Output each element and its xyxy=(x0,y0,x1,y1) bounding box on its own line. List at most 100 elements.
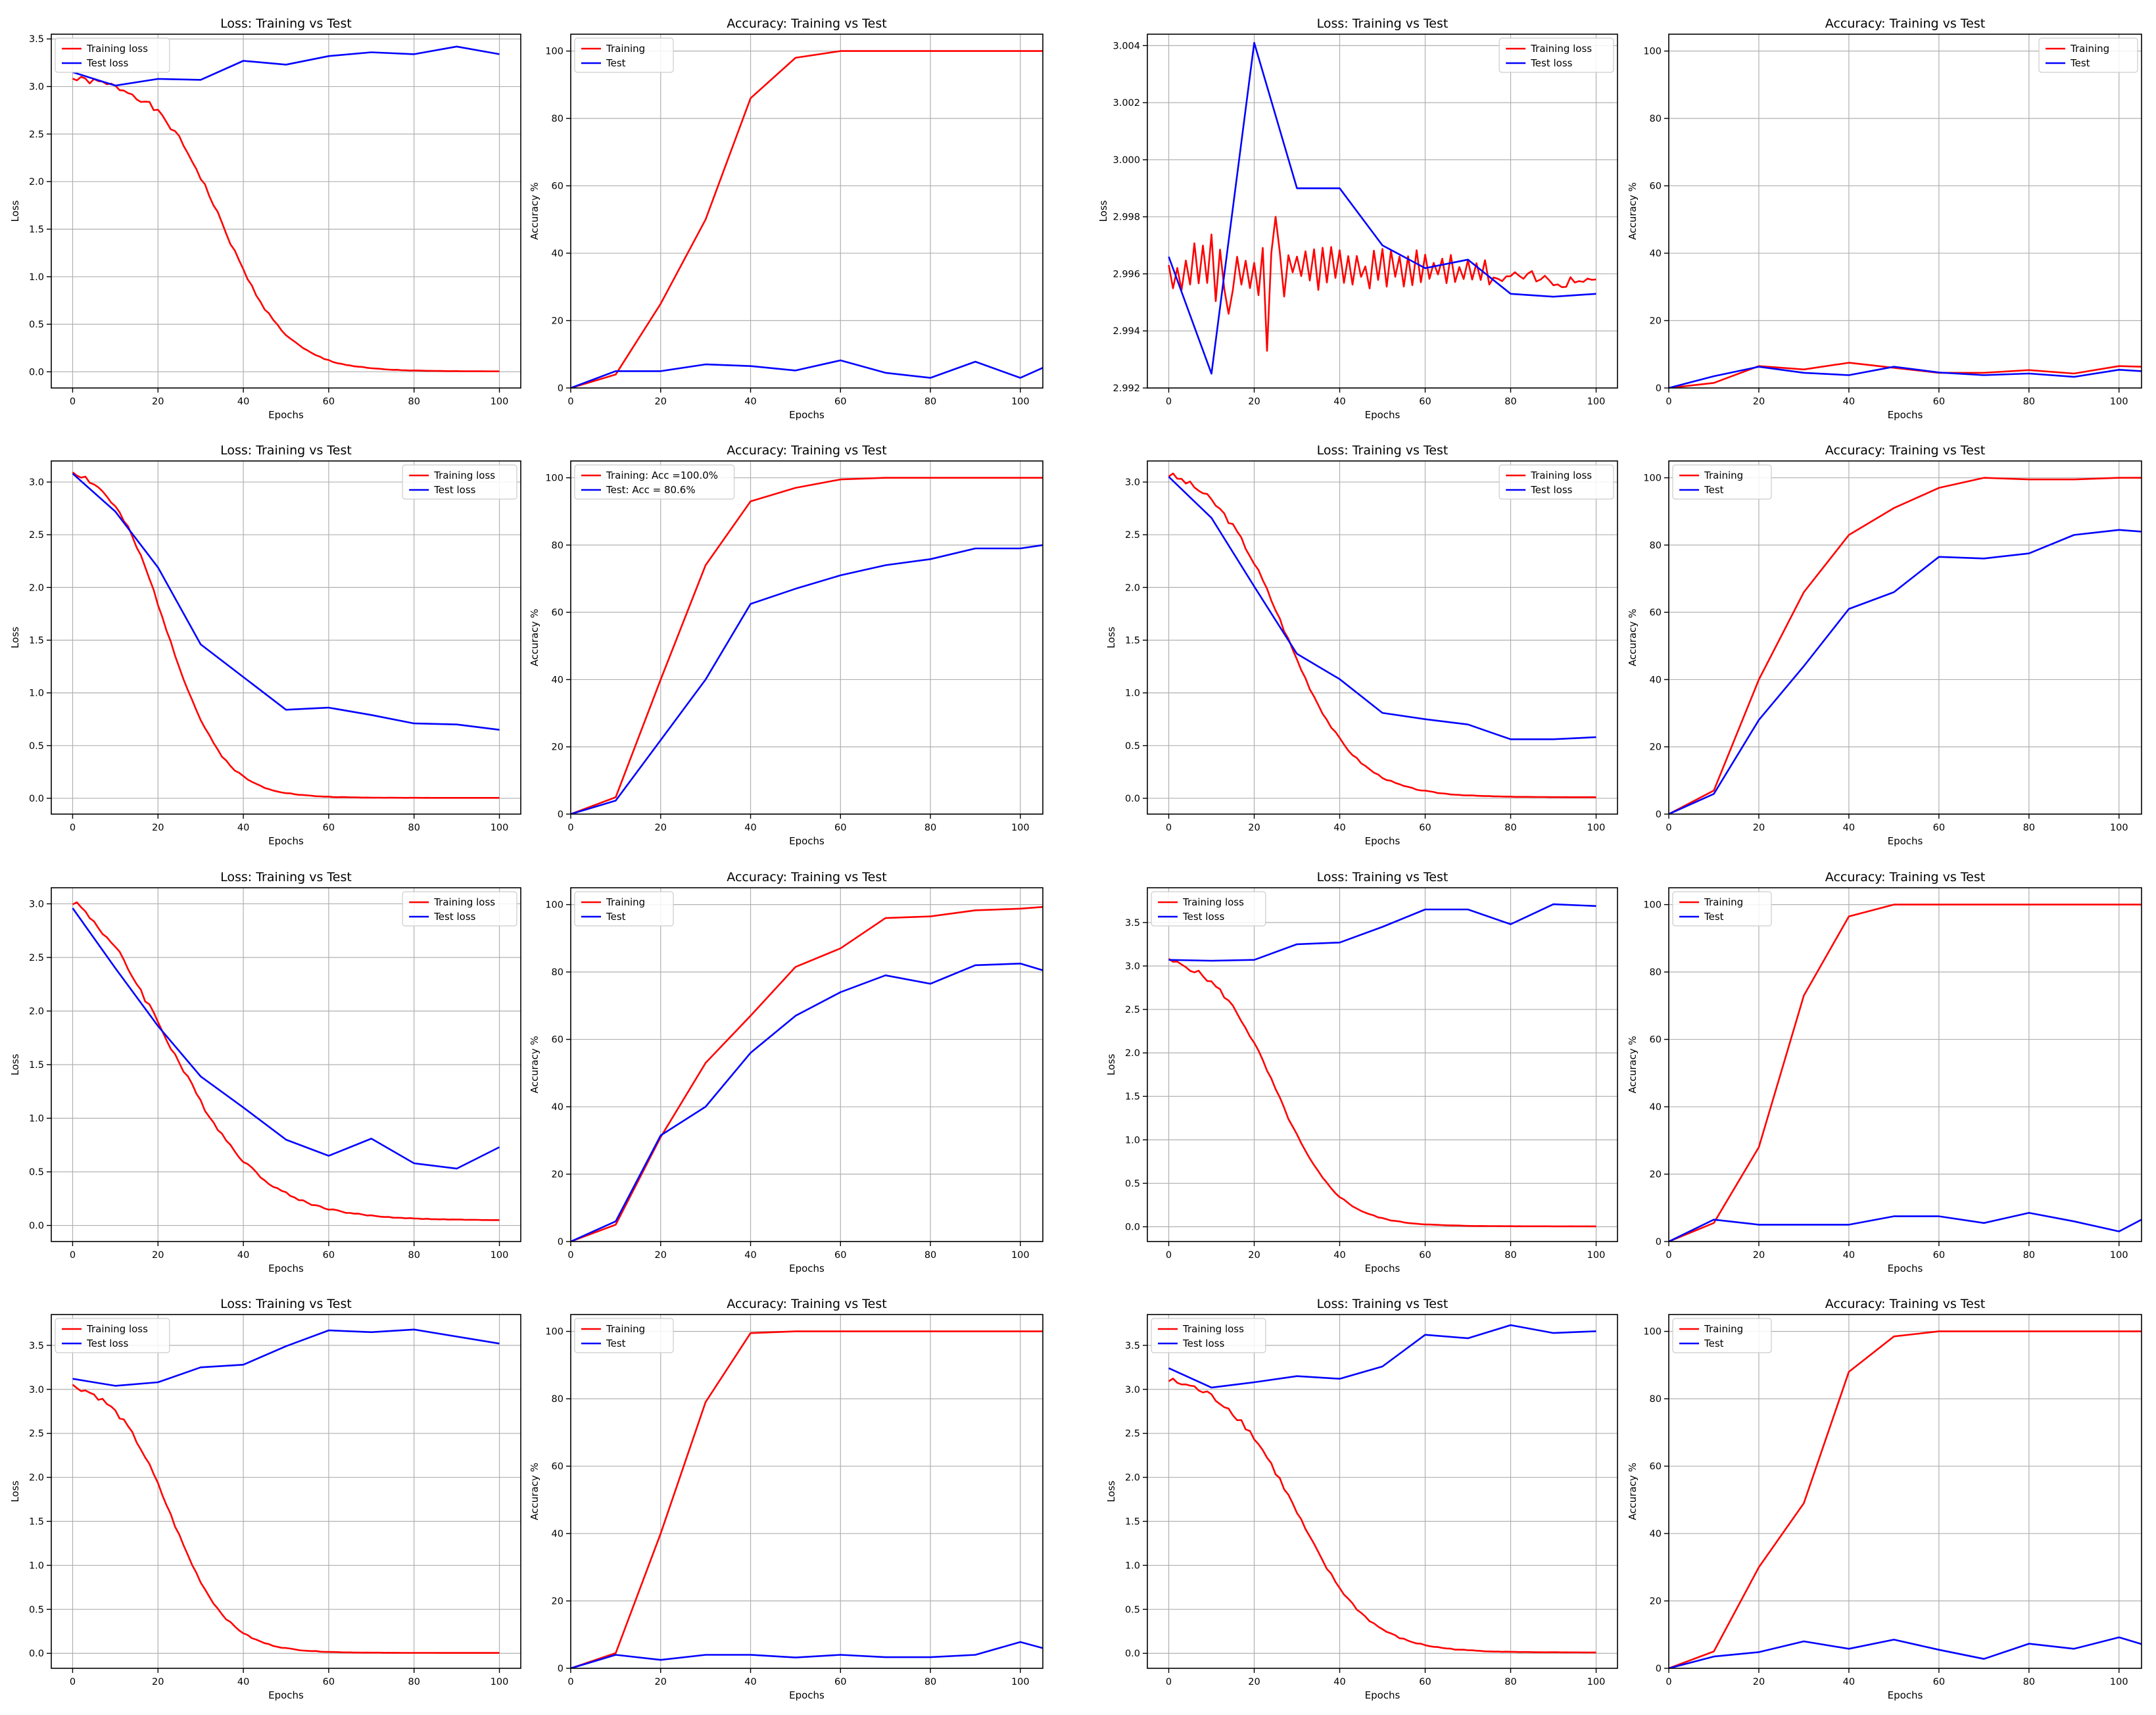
y-tick-label: 0 xyxy=(1656,1664,1662,1674)
y-tick-label: 80 xyxy=(552,541,563,551)
x-axis-label: Epochs xyxy=(1365,1263,1401,1274)
legend-label-training: Training xyxy=(1704,1323,1743,1335)
x-tick-label: 60 xyxy=(323,397,335,407)
y-axis-label: Accuracy % xyxy=(1627,182,1639,240)
x-axis-label: Epochs xyxy=(1888,835,1923,847)
y-tick-label: 3.004 xyxy=(1113,41,1140,51)
x-tick-label: 100 xyxy=(491,1250,509,1261)
x-tick-label: 0 xyxy=(1166,397,1172,407)
y-tick-label: 0.0 xyxy=(1125,794,1140,804)
series-line-training xyxy=(571,906,1043,1242)
x-tick-label: 100 xyxy=(1011,1677,1030,1687)
chart-panel-10: 0 20 40 60 80 100 0 20 40 60 80 100 Accuracy: Traini… xyxy=(529,870,1043,1274)
y-tick-label: 3.0 xyxy=(1125,961,1140,972)
y-tick-label: 2.994 xyxy=(1113,326,1140,337)
legend-label-test: Test loss xyxy=(1182,911,1224,923)
y-tick-label: 1.5 xyxy=(29,1517,44,1528)
y-tick-label: 100 xyxy=(545,1327,563,1338)
chart-panel-2: 0 20 40 60 80 100 0 20 40 60 80 100 Accuracy: Traini… xyxy=(529,16,1043,421)
series-line-training xyxy=(72,76,500,373)
y-tick-label: 2.5 xyxy=(1125,1429,1140,1439)
axes-frame xyxy=(1668,460,2142,815)
x-tick-label: 60 xyxy=(1419,1250,1431,1261)
x-tick-label: 80 xyxy=(408,397,420,407)
x-axis-label: Epochs xyxy=(789,1689,825,1701)
x-tick-label: 40 xyxy=(237,1250,249,1261)
chart-title: Accuracy: Training vs Test xyxy=(1825,16,1985,31)
y-tick-label: 1.5 xyxy=(1125,1092,1140,1102)
x-tick-label: 60 xyxy=(834,1677,846,1687)
y-tick-label: 100 xyxy=(545,900,563,911)
chart-panel-8: 0 20 40 60 80 100 0 20 40 60 80 100 Accuracy: Traini… xyxy=(1627,443,2142,847)
x-tick-label: 80 xyxy=(1504,397,1516,407)
axes-frame xyxy=(1668,34,2142,389)
series-line-test xyxy=(1669,366,2142,388)
y-tick-label: 20 xyxy=(552,742,563,753)
y-axis-label: Loss xyxy=(1105,1053,1117,1075)
y-tick-label: 100 xyxy=(545,47,563,57)
series-line-test xyxy=(1669,529,2142,814)
x-tick-label: 80 xyxy=(1504,1677,1516,1687)
y-tick-label: 2.0 xyxy=(29,583,44,593)
x-tick-label: 0 xyxy=(70,1677,76,1687)
chart-panel-12: 0 20 40 60 80 100 0 20 40 60 80 100 Accuracy: Traini… xyxy=(1627,870,2142,1274)
legend-box xyxy=(55,37,170,73)
y-tick-label: 1.5 xyxy=(29,1060,44,1071)
y-tick-label: 20 xyxy=(1650,1170,1662,1180)
x-tick-label: 100 xyxy=(1011,1250,1030,1261)
x-tick-label: 20 xyxy=(1248,823,1260,833)
y-tick-label: 0 xyxy=(558,1664,563,1674)
x-axis-label: Epochs xyxy=(789,409,825,421)
chart-title: Loss: Training vs Test xyxy=(220,1297,352,1311)
x-tick-label: 80 xyxy=(2023,1677,2035,1687)
legend-label-training: Training loss xyxy=(433,470,495,481)
x-tick-label: 60 xyxy=(1419,1677,1431,1687)
y-tick-label: 20 xyxy=(1650,1597,1662,1607)
x-axis-label: Epochs xyxy=(268,835,304,847)
x-tick-label: 100 xyxy=(491,823,509,833)
chart-panel-5: 0 20 40 60 80 100 0.0 0.5 1.0 1.5 2.0 2.5 3.0 Loss: T… xyxy=(9,443,521,847)
x-tick-label: 80 xyxy=(2023,397,2035,407)
series-line-training xyxy=(571,1330,1043,1668)
x-tick-label: 20 xyxy=(655,397,667,407)
x-tick-label: 80 xyxy=(2023,1250,2035,1261)
legend: Training loss Test loss xyxy=(1498,37,1614,73)
x-tick-label: 40 xyxy=(1333,1677,1345,1687)
x-tick-label: 80 xyxy=(924,397,936,407)
y-tick-label: 2.5 xyxy=(29,130,44,140)
y-tick-label: 0.5 xyxy=(1125,1178,1140,1189)
y-axis-label: Loss xyxy=(9,200,21,222)
legend-label-test: Test loss xyxy=(86,1338,128,1349)
x-tick-label: 60 xyxy=(323,1250,335,1261)
y-tick-label: 0 xyxy=(1656,1237,1662,1247)
legend: Training loss Test loss xyxy=(1151,891,1266,927)
legend: Training loss Test loss xyxy=(55,1318,170,1353)
x-axis-label: Epochs xyxy=(1888,1263,1923,1274)
y-tick-label: 0.5 xyxy=(29,1167,44,1178)
y-tick-label: 60 xyxy=(552,1035,563,1046)
x-tick-label: 60 xyxy=(1419,823,1431,833)
y-tick-label: 2.0 xyxy=(1125,1048,1140,1059)
x-tick-label: 20 xyxy=(1248,397,1260,407)
legend-label-training: Training xyxy=(2070,43,2109,55)
x-tick-label: 100 xyxy=(1011,397,1030,407)
x-tick-label: 0 xyxy=(567,823,573,833)
x-tick-label: 20 xyxy=(1753,823,1765,833)
y-tick-label: 40 xyxy=(1650,675,1662,685)
series-line-test xyxy=(571,544,1043,814)
y-tick-label: 0 xyxy=(558,1237,563,1247)
legend-label-test: Test loss xyxy=(433,484,475,496)
series-line-test xyxy=(72,45,500,87)
y-tick-label: 60 xyxy=(552,1462,563,1472)
series-line-test xyxy=(1168,1324,1596,1389)
x-tick-label: 80 xyxy=(408,1677,420,1687)
x-tick-label: 20 xyxy=(152,1677,164,1687)
legend-label-training: Training xyxy=(606,43,645,55)
chart-panel-7: 0 20 40 60 80 100 0.0 0.5 1.0 1.5 2.0 2.5 3.0 Loss: T… xyxy=(1105,443,1618,847)
legend-box xyxy=(55,1318,170,1353)
x-tick-label: 60 xyxy=(323,1677,335,1687)
y-tick-label: 0.5 xyxy=(29,320,44,330)
x-tick-label: 80 xyxy=(2023,823,2035,833)
x-tick-label: 0 xyxy=(1665,397,1671,407)
y-tick-label: 20 xyxy=(552,316,563,327)
